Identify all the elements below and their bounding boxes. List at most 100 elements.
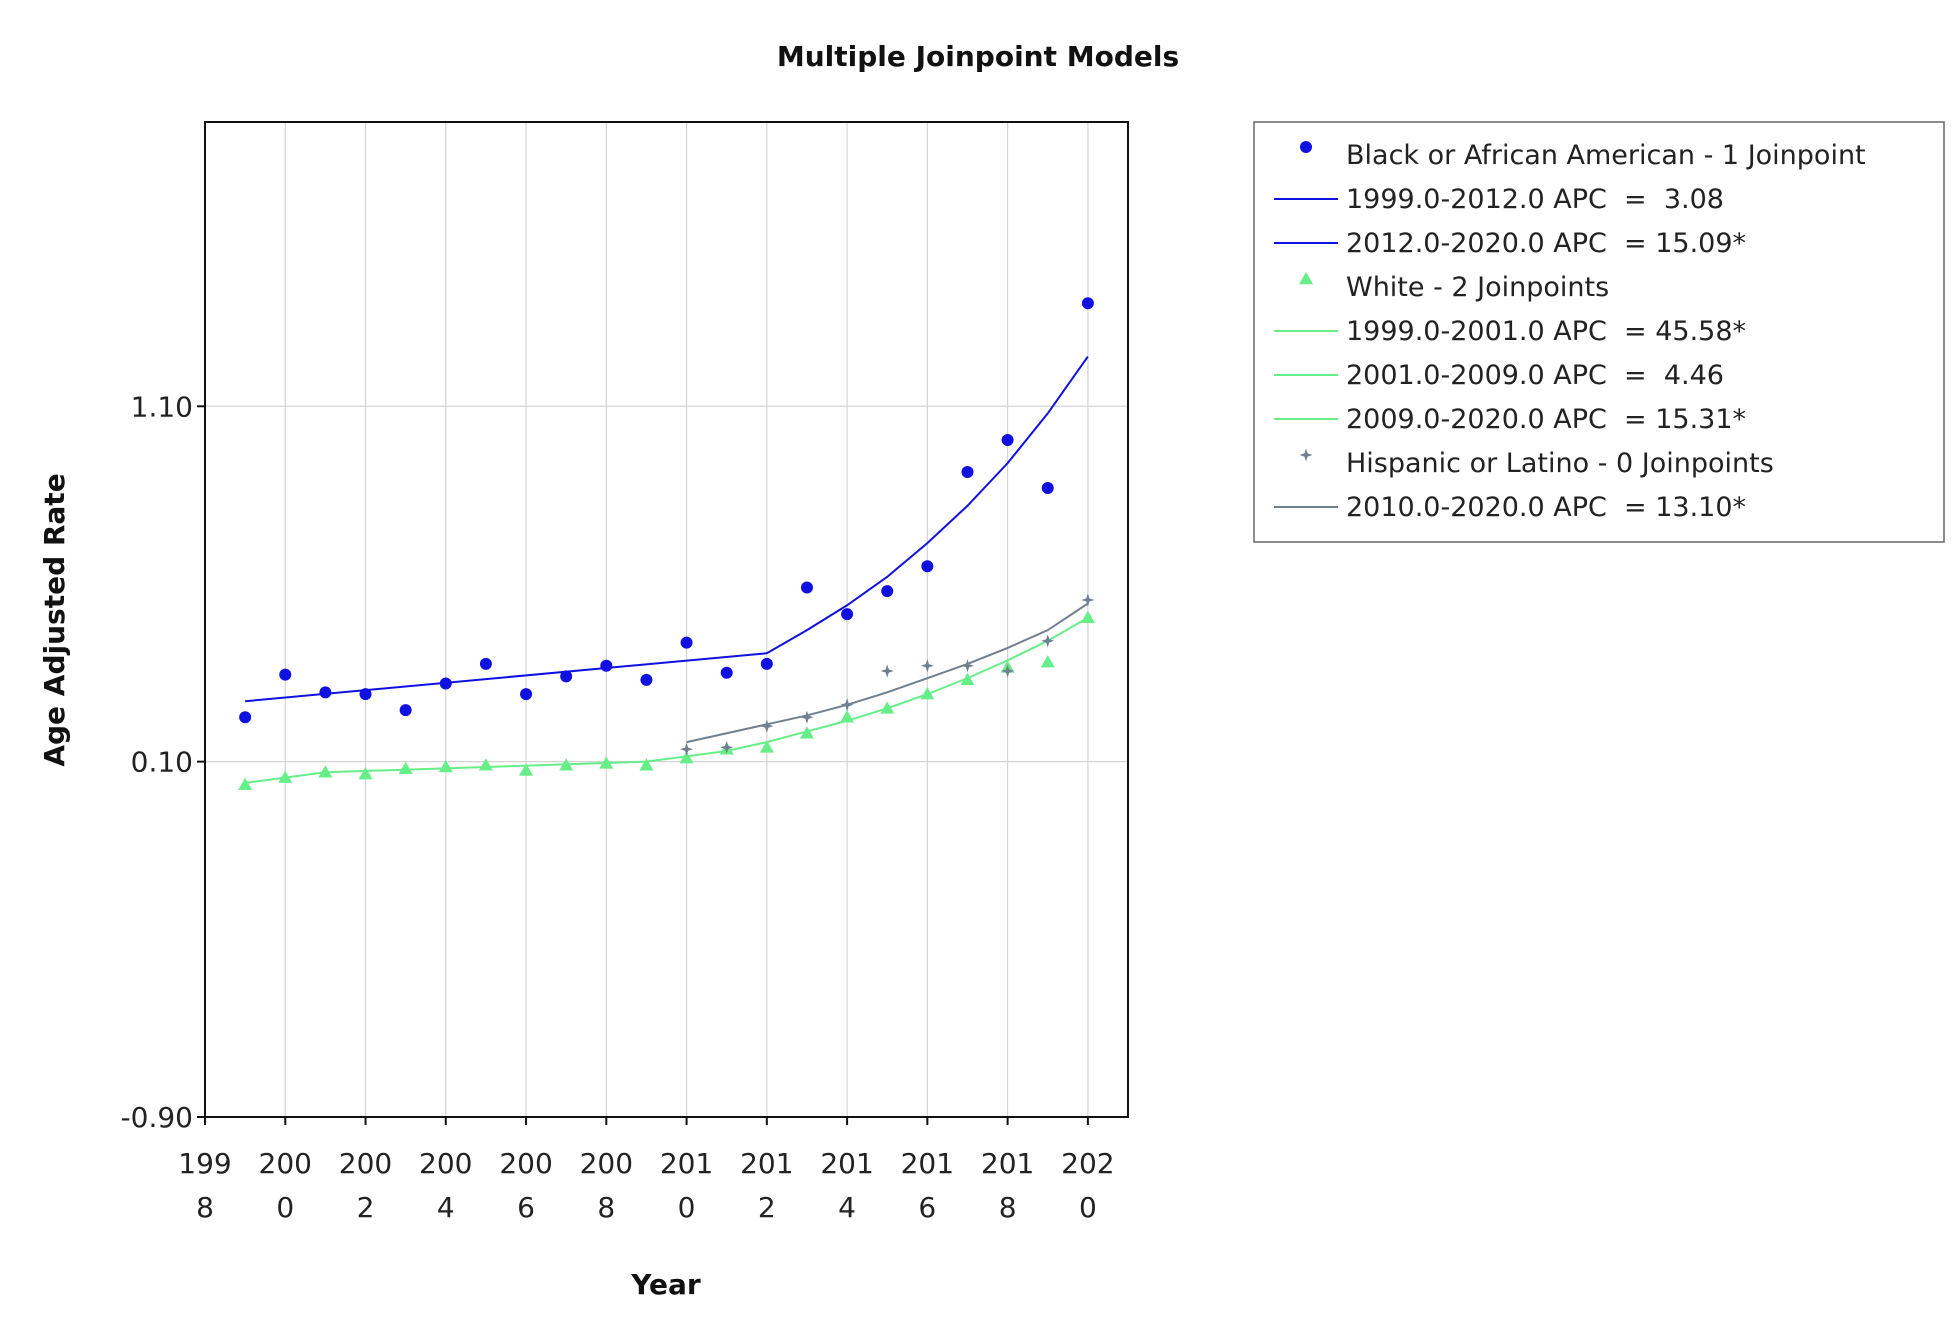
point-hispanic-or-latino-0-joinpoints: [1041, 634, 1055, 648]
point-black-or-african-american-1-joinpoint: [760, 657, 773, 670]
point-white-2-joinpoints: [1040, 655, 1055, 668]
point-black-or-african-american-1-joinpoint: [399, 704, 412, 717]
legend-box: [1253, 121, 1945, 543]
point-hispanic-or-latino-0-joinpoints: [1081, 593, 1095, 607]
x-tick-label: 200 4: [419, 1147, 472, 1224]
legend-entry-white-2-joinpoints: White - 2 Joinpoints: [1299, 272, 1609, 303]
fitted-lines: [244, 355, 1089, 784]
x-tick-label: 202 0: [1061, 1147, 1114, 1224]
point-black-or-african-american-1-joinpoint: [600, 659, 613, 672]
legend: Black or African American - 1 Joinpoint 1…: [1253, 121, 1945, 543]
point-black-or-african-american-1-joinpoint: [720, 666, 733, 679]
legend-label: 2012.0-2020.0 APC = 15.09*: [1346, 228, 1746, 259]
point-white-2-joinpoints: [1080, 610, 1095, 623]
point-white-2-joinpoints: [639, 758, 654, 771]
point-white-2-joinpoints: [398, 761, 413, 774]
legend-label: 1999.0-2001.0 APC = 45.58*: [1346, 316, 1746, 347]
y-tick-label: 0.10: [131, 746, 193, 779]
grid-lines: [205, 122, 1128, 1117]
point-white-2-joinpoints: [238, 777, 253, 790]
point-hispanic-or-latino-0-joinpoints: [1001, 664, 1015, 678]
point-white-2-joinpoints: [519, 763, 534, 776]
y-tick-label: 1.10: [131, 390, 193, 423]
point-hispanic-or-latino-0-joinpoints: [920, 659, 934, 673]
point-black-or-african-american-1-joinpoint: [1001, 434, 1014, 447]
legend-entries: Black or African American - 1 Joinpoint 1…: [1274, 140, 1866, 523]
legend-symbol-star: [1299, 448, 1313, 462]
y-axis-title: Age Adjusted Rate: [38, 473, 71, 766]
point-white-2-joinpoints: [759, 740, 774, 753]
point-black-or-african-american-1-joinpoint: [479, 657, 492, 670]
plot-area-frame: [204, 121, 1129, 1118]
point-black-or-african-american-1-joinpoint: [1041, 482, 1054, 495]
legend-entry-2001-0-2009-0-apc-4-46: 2001.0-2009.0 APC = 4.46: [1274, 360, 1724, 391]
x-tick-label: 199 8: [178, 1147, 231, 1224]
x-tick-label: 201 0: [660, 1147, 713, 1224]
point-black-or-african-american-1-joinpoint: [841, 608, 854, 621]
x-tick-label: 201 2: [740, 1147, 793, 1224]
point-hispanic-or-latino-0-joinpoints: [760, 719, 774, 733]
legend-label: Hispanic or Latino - 0 Joinpoints: [1346, 448, 1774, 479]
legend-symbol-circle: [1300, 141, 1312, 153]
point-black-or-african-american-1-joinpoint: [439, 677, 452, 690]
y-axis-ticks: -0.90 0.10 1.10: [121, 390, 205, 1134]
point-black-or-african-american-1-joinpoint: [1081, 297, 1094, 310]
data-points: [238, 297, 1095, 790]
point-black-or-african-american-1-joinpoint: [359, 688, 372, 701]
point-black-or-african-american-1-joinpoint: [520, 688, 533, 701]
point-white-2-joinpoints: [599, 756, 614, 769]
point-black-or-african-american-1-joinpoint: [319, 686, 332, 699]
point-white-2-joinpoints: [438, 759, 453, 773]
legend-label: 2010.0-2020.0 APC = 13.10*: [1346, 492, 1746, 523]
point-hispanic-or-latino-0-joinpoints: [680, 742, 694, 756]
point-black-or-african-american-1-joinpoint: [680, 636, 693, 649]
point-hispanic-or-latino-0-joinpoints: [960, 659, 974, 673]
legend-entry-2009-0-2020-0-apc-15-31: 2009.0-2020.0 APC = 15.31*: [1274, 404, 1746, 435]
legend-entry-1999-0-2001-0-apc-45-58: 1999.0-2001.0 APC = 45.58*: [1274, 316, 1746, 347]
x-axis-title: Year: [630, 1268, 701, 1301]
legend-entry-hispanic-or-latino-0-joinpoints: Hispanic or Latino - 0 Joinpoints: [1299, 448, 1774, 479]
x-tick-label: 200 2: [339, 1147, 392, 1224]
fit-line-1999-0-2012-0-apc-3-08: [245, 652, 767, 703]
point-white-2-joinpoints: [559, 758, 574, 771]
legend-entry-1999-0-2012-0-apc-3-08: 1999.0-2012.0 APC = 3.08: [1274, 184, 1724, 215]
chart-title: Multiple Joinpoint Models: [777, 40, 1179, 73]
legend-label: Black or African American - 1 Joinpoint: [1346, 140, 1866, 171]
legend-entry-2010-0-2020-0-apc-13-10: 2010.0-2020.0 APC = 13.10*: [1274, 492, 1746, 523]
x-tick-label: 201 4: [820, 1147, 873, 1224]
point-black-or-african-american-1-joinpoint: [921, 560, 934, 573]
fit-line-2012-0-2020-0-apc-15-09: [766, 355, 1089, 655]
point-black-or-african-american-1-joinpoint: [279, 668, 292, 681]
point-white-2-joinpoints: [478, 758, 493, 771]
point-white-2-joinpoints: [318, 765, 333, 778]
point-black-or-african-american-1-joinpoint: [239, 711, 252, 724]
point-black-or-african-american-1-joinpoint: [560, 670, 573, 683]
point-white-2-joinpoints: [960, 672, 975, 686]
point-hispanic-or-latino-0-joinpoints: [720, 740, 734, 754]
x-tick-label: 200 0: [259, 1147, 312, 1224]
legend-label: 1999.0-2012.0 APC = 3.08: [1346, 184, 1724, 215]
point-hispanic-or-latino-0-joinpoints: [840, 698, 854, 712]
point-hispanic-or-latino-0-joinpoints: [800, 710, 814, 724]
point-white-2-joinpoints: [880, 701, 895, 714]
y-tick-label: -0.90: [121, 1101, 193, 1134]
x-axis-ticks: 199 8 200 0 200 2 200 4 200 6 200 8 201 0 201 2 201 4 201 6…: [178, 1117, 1115, 1224]
legend-entry-black-or-african-american-1-joinpoint: Black or African American - 1 Joinpoint: [1300, 140, 1866, 171]
fit-line-2010-0-2020-0-apc-13-10: [686, 602, 1089, 744]
point-white-2-joinpoints: [920, 687, 935, 700]
x-tick-label: 200 8: [580, 1147, 633, 1224]
point-hispanic-or-latino-0-joinpoints: [880, 664, 894, 678]
legend-entry-2012-0-2020-0-apc-15-09: 2012.0-2020.0 APC = 15.09*: [1274, 228, 1746, 259]
legend-label: 2001.0-2009.0 APC = 4.46: [1346, 360, 1724, 391]
point-white-2-joinpoints: [358, 767, 373, 780]
legend-label: 2009.0-2020.0 APC = 15.31*: [1346, 404, 1746, 435]
x-tick-label: 200 6: [499, 1147, 552, 1224]
point-white-2-joinpoints: [679, 751, 694, 764]
point-black-or-african-american-1-joinpoint: [800, 581, 813, 594]
point-black-or-african-american-1-joinpoint: [961, 466, 974, 479]
point-white-2-joinpoints: [278, 770, 293, 783]
point-white-2-joinpoints: [799, 726, 814, 739]
fit-line-2009-0-2020-0-apc-15-31: [646, 616, 1089, 763]
point-black-or-african-american-1-joinpoint: [881, 585, 894, 598]
